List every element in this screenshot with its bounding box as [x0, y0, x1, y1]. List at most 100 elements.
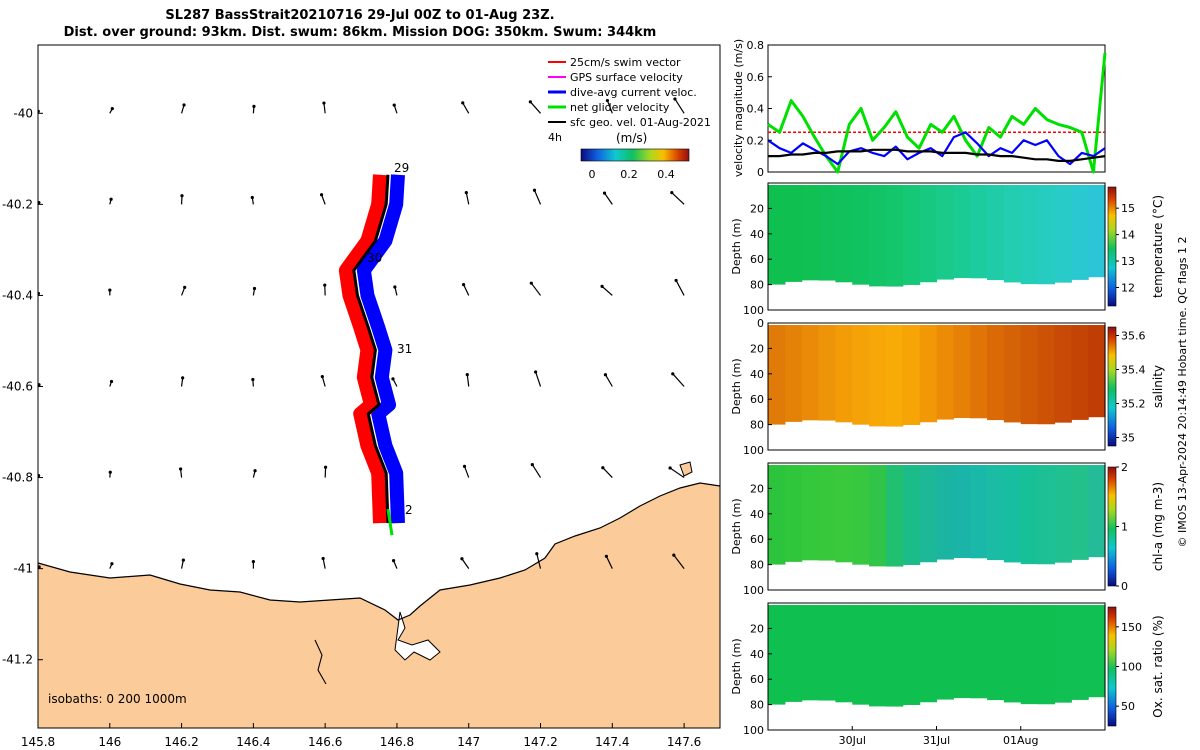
legend-label-swim-vector: 25cm/s swim vector	[570, 56, 681, 69]
section-column	[801, 465, 820, 561]
section-column	[987, 325, 1005, 421]
current-arrow	[391, 559, 398, 569]
colorbar-tick-label-2: 35.4	[1121, 364, 1146, 377]
section-column	[835, 465, 853, 563]
current-arrow	[668, 466, 685, 479]
colorbar-tick-label-0: 35	[1121, 432, 1135, 445]
section-column	[1003, 465, 1022, 563]
section-column	[852, 465, 870, 565]
colorbar-tick-label-0: 0	[1121, 580, 1128, 593]
section-column	[852, 605, 870, 705]
section-ytick-label-0: 20	[750, 482, 764, 495]
section-ytick-label-4: 80	[750, 419, 764, 432]
tasmania-landmass	[38, 483, 720, 728]
map-xtick-label-3: 146.4	[236, 735, 270, 749]
section-column	[801, 605, 820, 701]
colorbar-tick-label-2: 2	[1121, 461, 1128, 474]
current-arrow	[530, 463, 542, 478]
colorbar-tick-label-2: 150	[1121, 621, 1142, 634]
section-colorbar	[1107, 326, 1117, 447]
map-ytick-label-5: -41	[13, 562, 33, 576]
colorbar-tick-label-1: 13	[1121, 255, 1135, 268]
section-colorbar-label: Ox. sat. ratio (%)	[1151, 615, 1165, 717]
section-chl-a: 20 40 60 80 100 Depth (m) 0 1 2 chl-a (mg m-3)	[730, 461, 1165, 597]
section-ylabel: Depth (m)	[730, 218, 743, 274]
section-column	[919, 185, 938, 283]
map-colorbar	[580, 148, 690, 162]
section-frame	[767, 182, 1106, 311]
map-legend: 25cm/s swim vector GPS surface velocity …	[548, 56, 711, 181]
section-column	[869, 325, 887, 427]
map-ytick-label-0: -40	[13, 106, 33, 120]
map-xtick-label-0: 145.8	[21, 735, 55, 749]
current-arrow	[529, 281, 542, 296]
map-panel: 145.8 146 146.2 146.4 146.6 146.8 147 147.2 147.…	[2, 44, 721, 749]
section-frame	[767, 462, 1106, 591]
section-column	[835, 185, 853, 283]
velocity-series-3	[768, 148, 1106, 162]
current-arrow	[464, 191, 470, 205]
section-column	[869, 465, 887, 567]
current-arrow	[251, 560, 255, 569]
velocity-ytick-label-2: 0.4	[747, 103, 765, 116]
current-arrow	[671, 372, 685, 387]
section-column	[801, 185, 820, 281]
section-column	[885, 465, 904, 567]
time-xtick-label-1: 31Jul	[923, 734, 950, 747]
map-colorbar-tick-0-2: 0.2	[620, 168, 638, 181]
current-arrow	[670, 191, 685, 205]
current-arrow	[393, 285, 398, 296]
section-column	[1054, 465, 1072, 563]
current-arrow	[605, 98, 613, 114]
section-column	[970, 605, 988, 699]
section-ytick-label-2: 40	[750, 368, 764, 381]
section-column	[1088, 465, 1106, 558]
current-arrow	[109, 379, 114, 387]
map-xtick-label-6: 147	[457, 735, 480, 749]
legend-label-gps-velocity: GPS surface velocity	[570, 71, 683, 84]
section-column	[936, 605, 954, 700]
island-fragment	[679, 461, 693, 477]
current-arrow	[181, 285, 187, 296]
dive-avg-current-band	[356, 174, 405, 524]
section-ylabel: Depth (m)	[730, 638, 743, 694]
tamar-estuary	[394, 611, 441, 661]
section-column	[784, 465, 803, 562]
section-column	[936, 185, 954, 280]
isobaths-label: isobaths: 0 200 1000m	[48, 692, 187, 706]
section-ytick-label-0: 20	[750, 202, 764, 215]
section-column	[835, 605, 853, 703]
section-column	[869, 605, 887, 707]
section-column	[970, 465, 988, 559]
current-arrow	[322, 101, 326, 114]
velocity-panel: 0 0.2 0.4 0.6 0.8 velocity magnitude (m/s)	[732, 39, 1107, 179]
section-ytick-label-5: 100	[743, 444, 764, 457]
section-column	[1020, 465, 1039, 565]
current-arrow	[600, 284, 613, 296]
map-ytick-label-4: -40.8	[2, 471, 33, 485]
colorbar-tick-label-0: 12	[1121, 281, 1135, 294]
section-ytick-label-0: 20	[750, 622, 764, 635]
section-salinity: 0 20 40 60 80 100 Depth (m) 35 35.2 35.4 35.6 salin…	[730, 317, 1165, 457]
section-column	[953, 605, 971, 699]
velocity-ytick-label-3: 0.6	[747, 71, 765, 84]
current-arrow	[673, 97, 685, 114]
section-column	[970, 325, 988, 419]
current-arrow	[601, 466, 613, 478]
colorbar-tick-label-1: 35.2	[1121, 398, 1146, 411]
map-xtick-label-2: 146.2	[164, 735, 198, 749]
section-column	[902, 325, 921, 425]
section-column	[919, 605, 938, 703]
map-xtick-label-8: 147.4	[595, 735, 629, 749]
section-column	[1088, 605, 1106, 698]
section-column	[835, 325, 853, 423]
section-column	[1003, 605, 1022, 703]
current-arrow	[180, 376, 185, 387]
section-colorbar	[1107, 466, 1117, 587]
section-ytick-label-3: 80	[750, 699, 764, 712]
section-column	[1071, 465, 1089, 560]
section-frame	[767, 322, 1106, 451]
figure-title-line-2: Dist. over ground: 93km. Dist. swum: 86k…	[63, 25, 657, 40]
figure-title-line-1: SL287 BassStrait20210716 29-Jul 00Z to 0…	[165, 8, 555, 23]
